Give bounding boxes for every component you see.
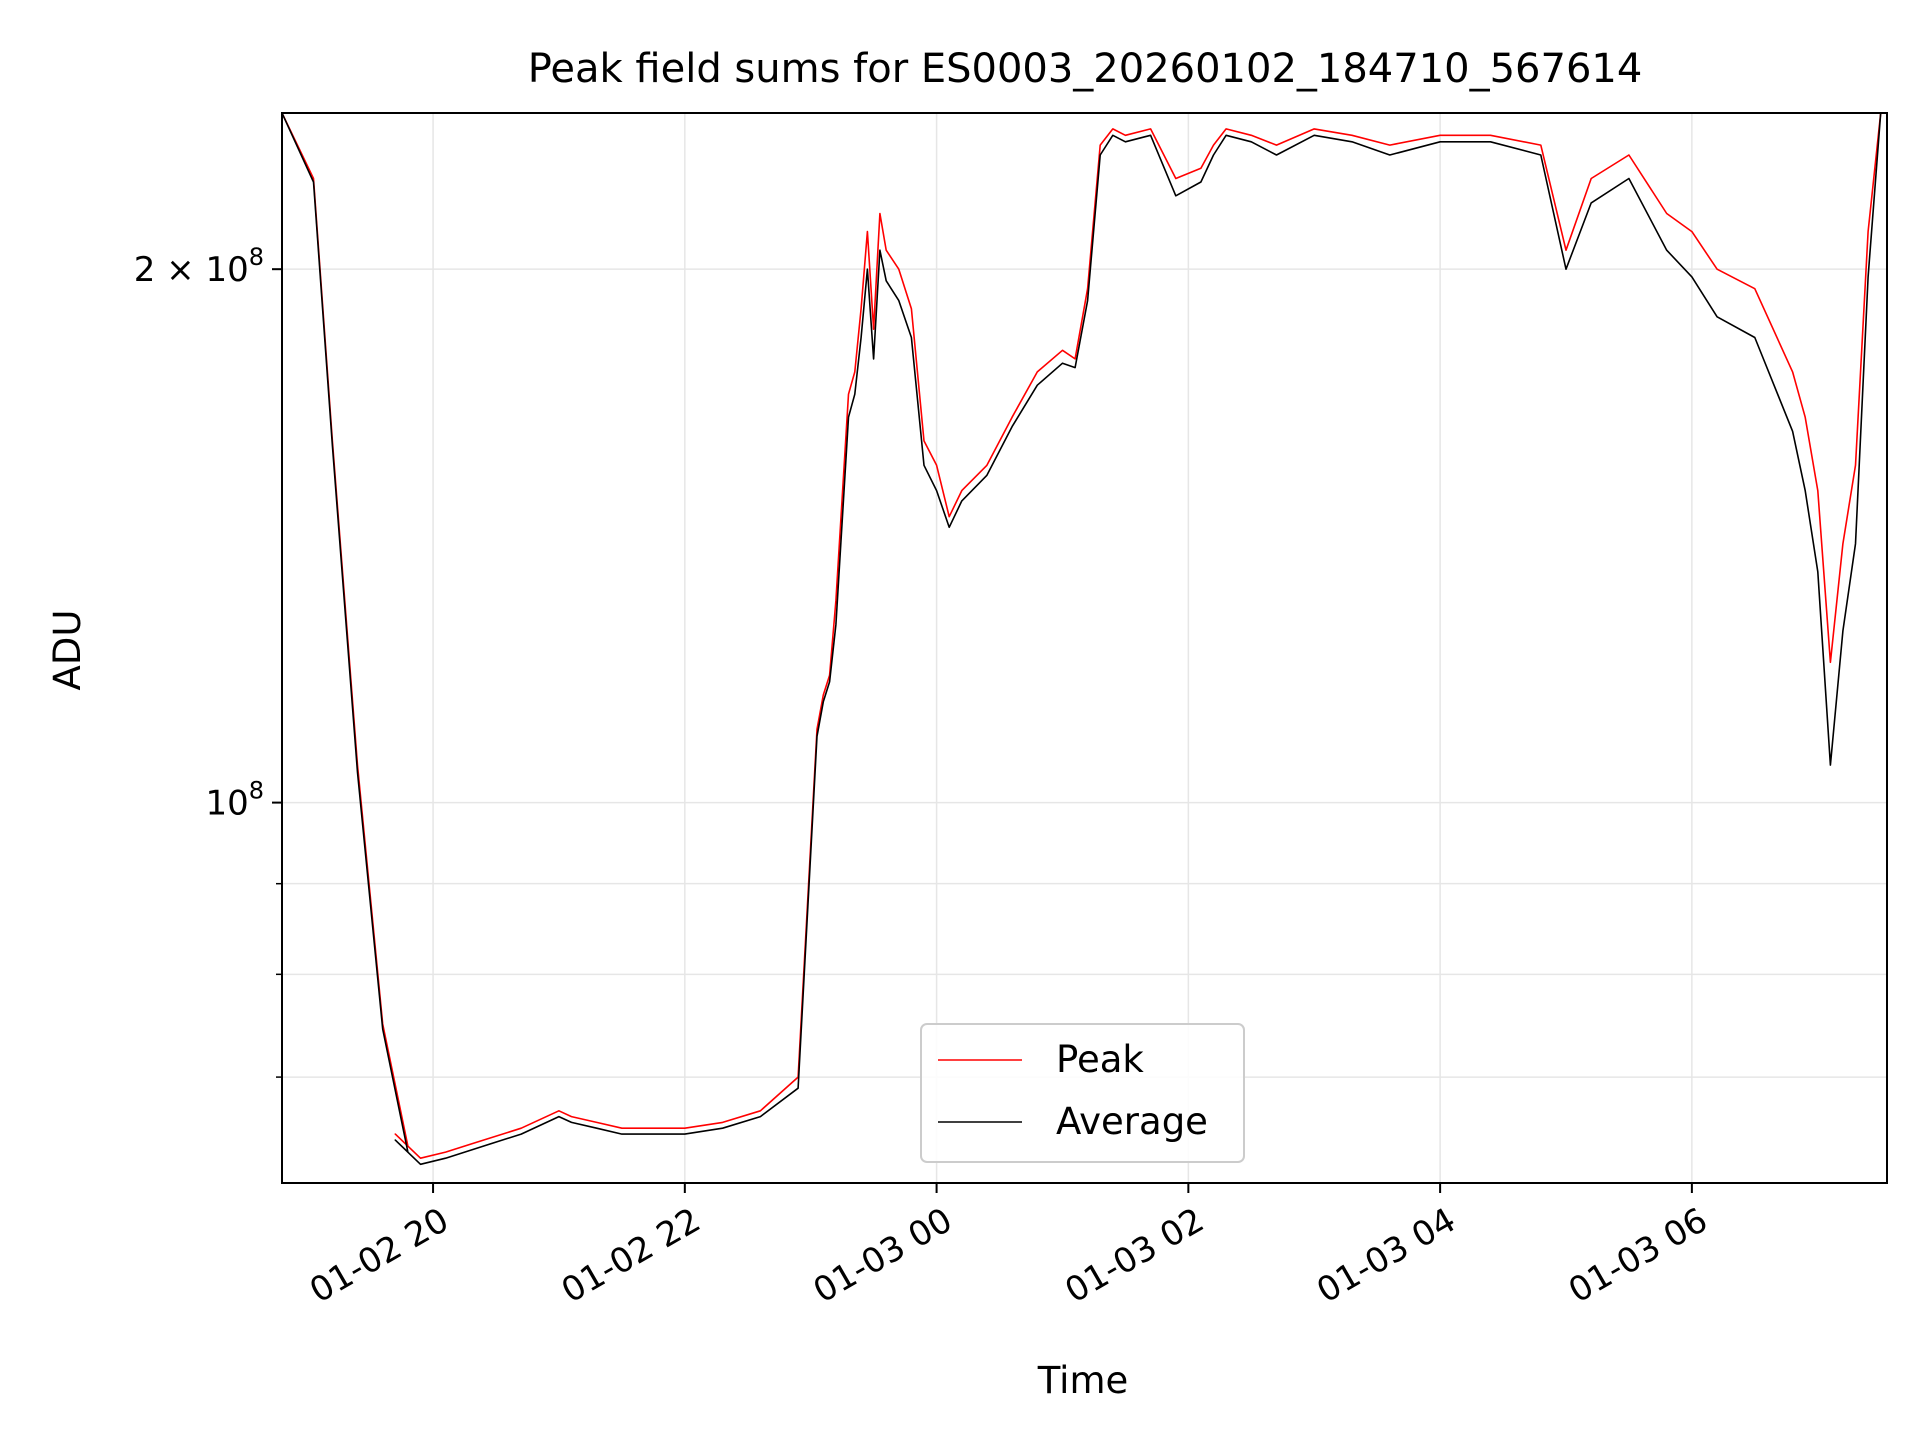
x-axis-label: Time: [1037, 1359, 1129, 1402]
y-tick-label: 108: [205, 777, 264, 824]
y-tick-base: 2 × 10: [134, 250, 249, 290]
legend: Peak Average: [920, 1023, 1245, 1163]
series-line-average: [282, 113, 1882, 1166]
y-tick-exponent: 8: [249, 777, 264, 805]
legend-box: [920, 1023, 1245, 1163]
y-tick-exponent: 8: [249, 243, 264, 271]
series-layer: [282, 113, 1882, 1166]
y-tick-base: 10: [205, 784, 248, 824]
legend-average-label: Average: [1056, 1100, 1208, 1143]
legend-peak-label: Peak: [1056, 1038, 1144, 1081]
y-axis-label: ADU: [46, 610, 89, 691]
series-line-peak: [282, 113, 1882, 1159]
plot-frame: [281, 112, 1888, 1184]
y-tick-label: 2 × 108: [134, 243, 264, 290]
chart-title: Peak field sums for ES0003_20260102_1847…: [528, 46, 1643, 92]
